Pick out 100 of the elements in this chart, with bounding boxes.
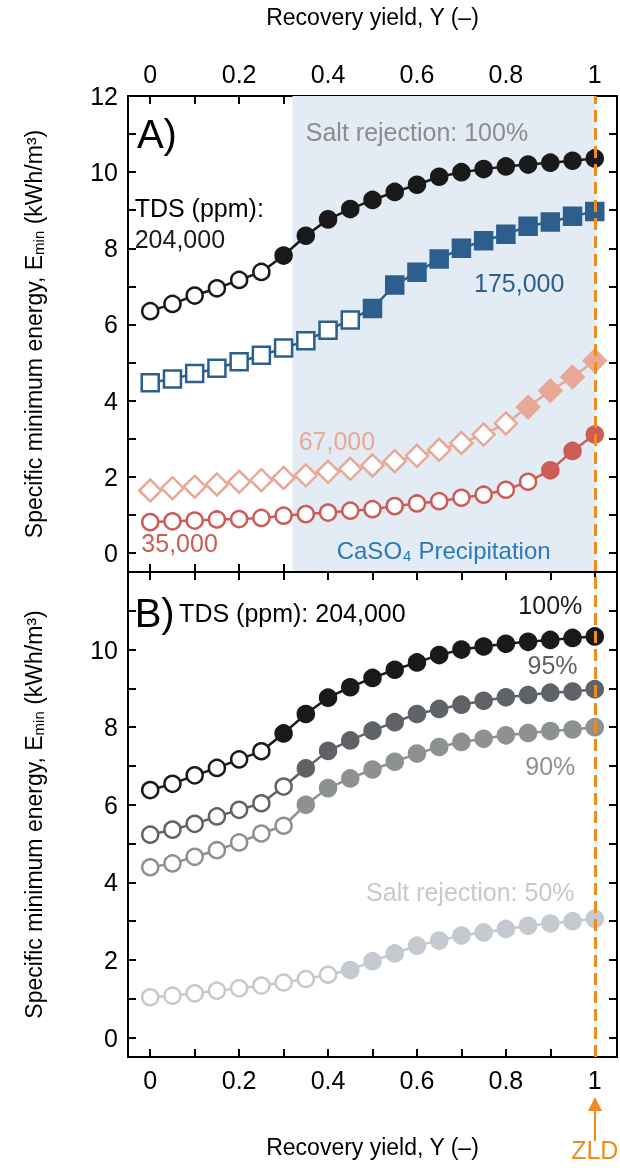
- point: [318, 210, 338, 229]
- y-tick-label: 8: [104, 713, 118, 742]
- point: [473, 230, 494, 251]
- y-tick-label: 4: [104, 386, 119, 415]
- point: [341, 199, 360, 219]
- point: [452, 732, 471, 752]
- point: [207, 510, 227, 529]
- series-label: 100%: [518, 590, 583, 619]
- point: [563, 628, 582, 648]
- point: [407, 175, 427, 194]
- annotation: B): [134, 590, 175, 635]
- point: [318, 965, 338, 984]
- point: [160, 475, 185, 501]
- point: [404, 443, 430, 469]
- point: [474, 637, 493, 656]
- point: [252, 824, 271, 843]
- point: [541, 721, 560, 741]
- point: [518, 723, 538, 743]
- point: [252, 794, 271, 813]
- point: [363, 951, 382, 971]
- point: [407, 494, 427, 513]
- x-tick-label: 0.8: [488, 1065, 524, 1094]
- point: [363, 668, 382, 688]
- y-tick-label: 2: [104, 946, 118, 974]
- point: [518, 916, 538, 936]
- annotation: TDS (ppm):: [134, 194, 264, 223]
- point: [563, 720, 582, 739]
- point: [429, 645, 449, 665]
- point: [296, 704, 316, 724]
- x-tick-label: 0.4: [310, 1065, 346, 1094]
- point: [449, 430, 474, 456]
- point: [360, 453, 385, 478]
- point: [541, 914, 560, 933]
- point: [163, 854, 182, 873]
- point: [185, 511, 204, 530]
- x2-axis-title: Recovery yield, Y (–): [266, 3, 479, 30]
- point: [185, 766, 204, 785]
- point: [315, 459, 341, 485]
- point: [452, 162, 471, 182]
- point: [207, 840, 227, 860]
- point: [341, 501, 360, 520]
- point: [363, 499, 382, 519]
- point: [384, 275, 405, 295]
- point: [407, 262, 427, 283]
- y-axis-title: Specific minimum energy, Emin (kWh/m³): [20, 129, 47, 539]
- point: [296, 795, 316, 815]
- annotation: Salt rejection: 100%: [305, 118, 529, 147]
- point: [471, 422, 496, 447]
- point: [249, 467, 274, 493]
- point: [271, 465, 296, 491]
- y-tick-label: 0: [104, 538, 118, 567]
- point: [474, 159, 493, 179]
- point: [229, 800, 249, 820]
- point: [496, 634, 516, 654]
- point: [541, 461, 560, 480]
- point: [385, 712, 404, 732]
- x-tick-label: 0.2: [221, 1065, 257, 1094]
- point: [318, 688, 338, 707]
- point: [229, 509, 249, 529]
- point: [496, 688, 516, 707]
- point: [140, 512, 160, 532]
- point: [382, 448, 407, 474]
- point: [496, 157, 516, 176]
- point: [538, 378, 563, 403]
- point: [560, 364, 585, 390]
- point: [341, 677, 360, 697]
- point: [296, 226, 316, 245]
- point: [274, 973, 293, 992]
- point: [274, 506, 293, 525]
- point: [229, 833, 249, 852]
- point: [207, 807, 227, 826]
- point: [474, 729, 493, 749]
- point: [341, 731, 360, 750]
- series-label: 35,000: [141, 529, 218, 558]
- point: [185, 814, 204, 834]
- point: [429, 737, 449, 757]
- point: [274, 777, 293, 796]
- point: [407, 744, 427, 763]
- point: [563, 151, 582, 170]
- series-label: 95%: [527, 651, 578, 680]
- point: [185, 984, 204, 1003]
- point: [407, 936, 427, 955]
- point: [493, 411, 519, 436]
- point: [229, 979, 249, 998]
- point: [363, 760, 382, 779]
- point: [385, 182, 404, 202]
- series-label: 67,000: [298, 426, 376, 455]
- point: [474, 923, 493, 942]
- x2-tick-label: 0: [143, 59, 158, 88]
- point: [563, 441, 582, 461]
- series-label: 175,000: [474, 268, 565, 297]
- x2-tick-label: 0.2: [221, 59, 257, 88]
- point: [518, 216, 538, 236]
- y-axis-title: Specific minimum energy, Emin (kWh/m³): [20, 610, 47, 1019]
- y-tick-label: 10: [90, 635, 118, 664]
- point: [496, 480, 516, 499]
- point: [496, 919, 516, 939]
- point: [563, 682, 582, 701]
- point: [407, 653, 427, 672]
- point: [518, 472, 538, 491]
